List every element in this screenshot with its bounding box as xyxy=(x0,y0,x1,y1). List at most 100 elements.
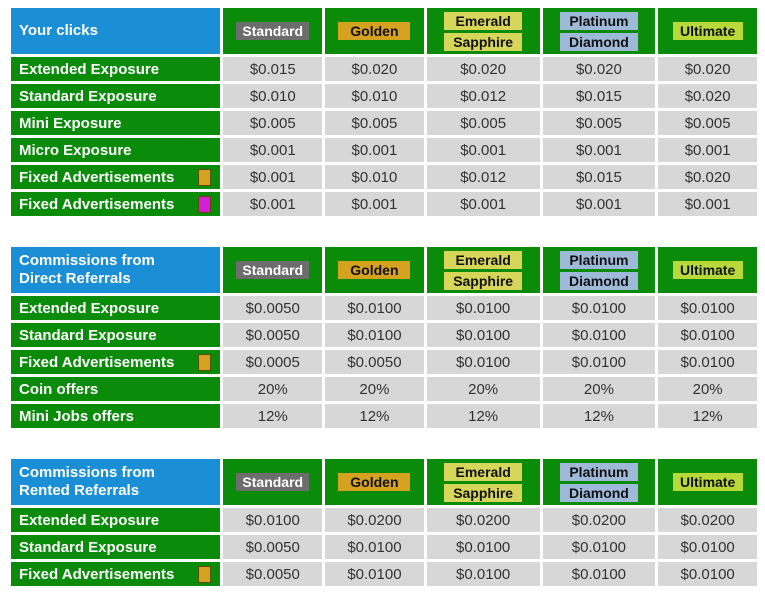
tier-badge-emerald: Emerald xyxy=(444,250,523,269)
rate-value: 20% xyxy=(223,377,323,401)
row-label-text: Fixed Advertisements xyxy=(19,565,175,583)
rate-value: $0.001 xyxy=(658,138,757,162)
row-label-text: Coin offers xyxy=(19,380,99,398)
rate-value: $0.005 xyxy=(542,111,656,135)
row-label: Fixed Advertisements xyxy=(11,350,221,374)
rate-value: $0.020 xyxy=(658,165,757,189)
row-label: Standard Exposure xyxy=(11,323,221,347)
rate-value: $0.012 xyxy=(426,84,540,108)
tier-badge-diamond: Diamond xyxy=(559,483,638,502)
tier-badge-diamond: Diamond xyxy=(559,271,638,290)
rate-value: $0.0100 xyxy=(325,535,424,559)
rate-value: $0.0100 xyxy=(426,562,540,586)
row-label: Standard Exposure xyxy=(11,535,221,559)
rate-value: $0.001 xyxy=(426,138,540,162)
tier-header-platinum-diamond: Platinum Diamond xyxy=(542,8,656,54)
table-row: Standard Exposure $0.0050 $0.0100 $0.0100 $0… xyxy=(11,323,757,347)
table-row: Standard Exposure $0.010 $0.010 $0.012 $0.01… xyxy=(11,84,757,108)
rate-value: 12% xyxy=(658,404,757,428)
color-swatch-icon xyxy=(198,354,212,371)
rate-value: $0.001 xyxy=(542,192,656,216)
row-label: Fixed Advertisements xyxy=(11,192,221,216)
rate-value: $0.0100 xyxy=(542,562,656,586)
rate-value: $0.005 xyxy=(658,111,757,135)
tier-header-standard: Standard xyxy=(223,8,323,54)
row-label-text: Extended Exposure xyxy=(19,299,160,317)
tier-badge-diamond: Diamond xyxy=(559,32,638,51)
rate-value: $0.0100 xyxy=(426,323,540,347)
rate-value: $0.001 xyxy=(325,138,424,162)
rate-value: $0.015 xyxy=(542,165,656,189)
tier-header-emerald-sapphire: Emerald Sapphire xyxy=(426,459,540,505)
row-label-text: Fixed Advertisements xyxy=(19,168,175,186)
tier-header-golden: Golden xyxy=(325,8,424,54)
rate-value: $0.0200 xyxy=(658,508,757,532)
rate-value: $0.0100 xyxy=(542,323,656,347)
rate-value: $0.0100 xyxy=(325,296,424,320)
rate-value: $0.005 xyxy=(325,111,424,135)
tier-header-emerald-sapphire: Emerald Sapphire xyxy=(426,247,540,293)
tier-badge-sapphire: Sapphire xyxy=(444,271,523,290)
row-label: Fixed Advertisements xyxy=(11,562,221,586)
rate-value: $0.0100 xyxy=(658,296,757,320)
header-row: Commissions from Rented Referrals Standar… xyxy=(11,459,757,505)
rate-value: $0.0100 xyxy=(325,562,424,586)
row-label: Mini Exposure xyxy=(11,111,221,135)
rate-value: 20% xyxy=(426,377,540,401)
row-label: Micro Exposure xyxy=(11,138,221,162)
rate-value: $0.005 xyxy=(223,111,323,135)
color-swatch-icon xyxy=(198,566,212,583)
rate-value: $0.0100 xyxy=(426,350,540,374)
table-row: Mini Jobs offers 12% 12% 12% 12% 12% xyxy=(11,404,757,428)
table-row: Fixed Advertisements $0.001 $0.001 $0.001 $0… xyxy=(11,192,757,216)
rate-value: 20% xyxy=(658,377,757,401)
rate-value: $0.020 xyxy=(325,57,424,81)
row-label: Mini Jobs offers xyxy=(11,404,221,428)
table-row: Coin offers 20% 20% 20% 20% 20% xyxy=(11,377,757,401)
rate-value: $0.0100 xyxy=(658,323,757,347)
section-title-text: Your clicks xyxy=(19,22,98,39)
row-label-text: Standard Exposure xyxy=(19,326,157,344)
tier-badge-ultimate: Ultimate xyxy=(672,260,743,279)
table-row: Fixed Advertisements $0.001 $0.010 $0.012 $0… xyxy=(11,165,757,189)
rate-value: $0.0005 xyxy=(223,350,323,374)
row-label-text: Micro Exposure xyxy=(19,141,132,159)
tier-badge-sapphire: Sapphire xyxy=(444,32,523,51)
rate-value: $0.0100 xyxy=(325,323,424,347)
tier-header-ultimate: Ultimate xyxy=(658,459,757,505)
rented-referrals-table: Commissions from Rented Referrals Standar… xyxy=(8,456,760,589)
row-label: Extended Exposure xyxy=(11,296,221,320)
row-label-text: Standard Exposure xyxy=(19,538,157,556)
row-label-text: Mini Jobs offers xyxy=(19,407,135,425)
tier-badge-platinum: Platinum xyxy=(559,11,638,30)
tier-badge-golden: Golden xyxy=(338,472,411,491)
tier-badge-golden: Golden xyxy=(338,260,411,279)
rate-value: $0.0100 xyxy=(426,535,540,559)
table-row: Micro Exposure $0.001 $0.001 $0.001 $0.001 $0… xyxy=(11,138,757,162)
section-title: Commissions from Direct Referrals xyxy=(11,247,221,293)
rate-value: $0.020 xyxy=(658,57,757,81)
rates-body: Extended Exposure $0.0100 $0.0200 $0.0200 $0… xyxy=(11,508,757,586)
rate-value: $0.012 xyxy=(426,165,540,189)
tier-badge-platinum: Platinum xyxy=(559,462,638,481)
rate-value: 12% xyxy=(223,404,323,428)
tier-badge-standard: Standard xyxy=(236,472,310,491)
section-title: Commissions from Rented Referrals xyxy=(11,459,221,505)
rate-value: $0.001 xyxy=(658,192,757,216)
rate-value: $0.005 xyxy=(426,111,540,135)
rate-value: $0.0100 xyxy=(426,296,540,320)
row-label-text: Standard Exposure xyxy=(19,87,157,105)
rate-value: $0.010 xyxy=(223,84,323,108)
rate-value: 20% xyxy=(325,377,424,401)
direct-referrals-table: Commissions from Direct Referrals Standar… xyxy=(8,244,760,431)
row-label-text: Extended Exposure xyxy=(19,60,160,78)
tier-header-ultimate: Ultimate xyxy=(658,247,757,293)
tier-badge-platinum: Platinum xyxy=(559,250,638,269)
tier-header-platinum-diamond: Platinum Diamond xyxy=(542,459,656,505)
color-swatch-icon xyxy=(198,196,212,213)
row-label: Extended Exposure xyxy=(11,508,221,532)
rate-value: $0.0050 xyxy=(223,296,323,320)
tier-header-emerald-sapphire: Emerald Sapphire xyxy=(426,8,540,54)
tier-badge-ultimate: Ultimate xyxy=(672,472,743,491)
